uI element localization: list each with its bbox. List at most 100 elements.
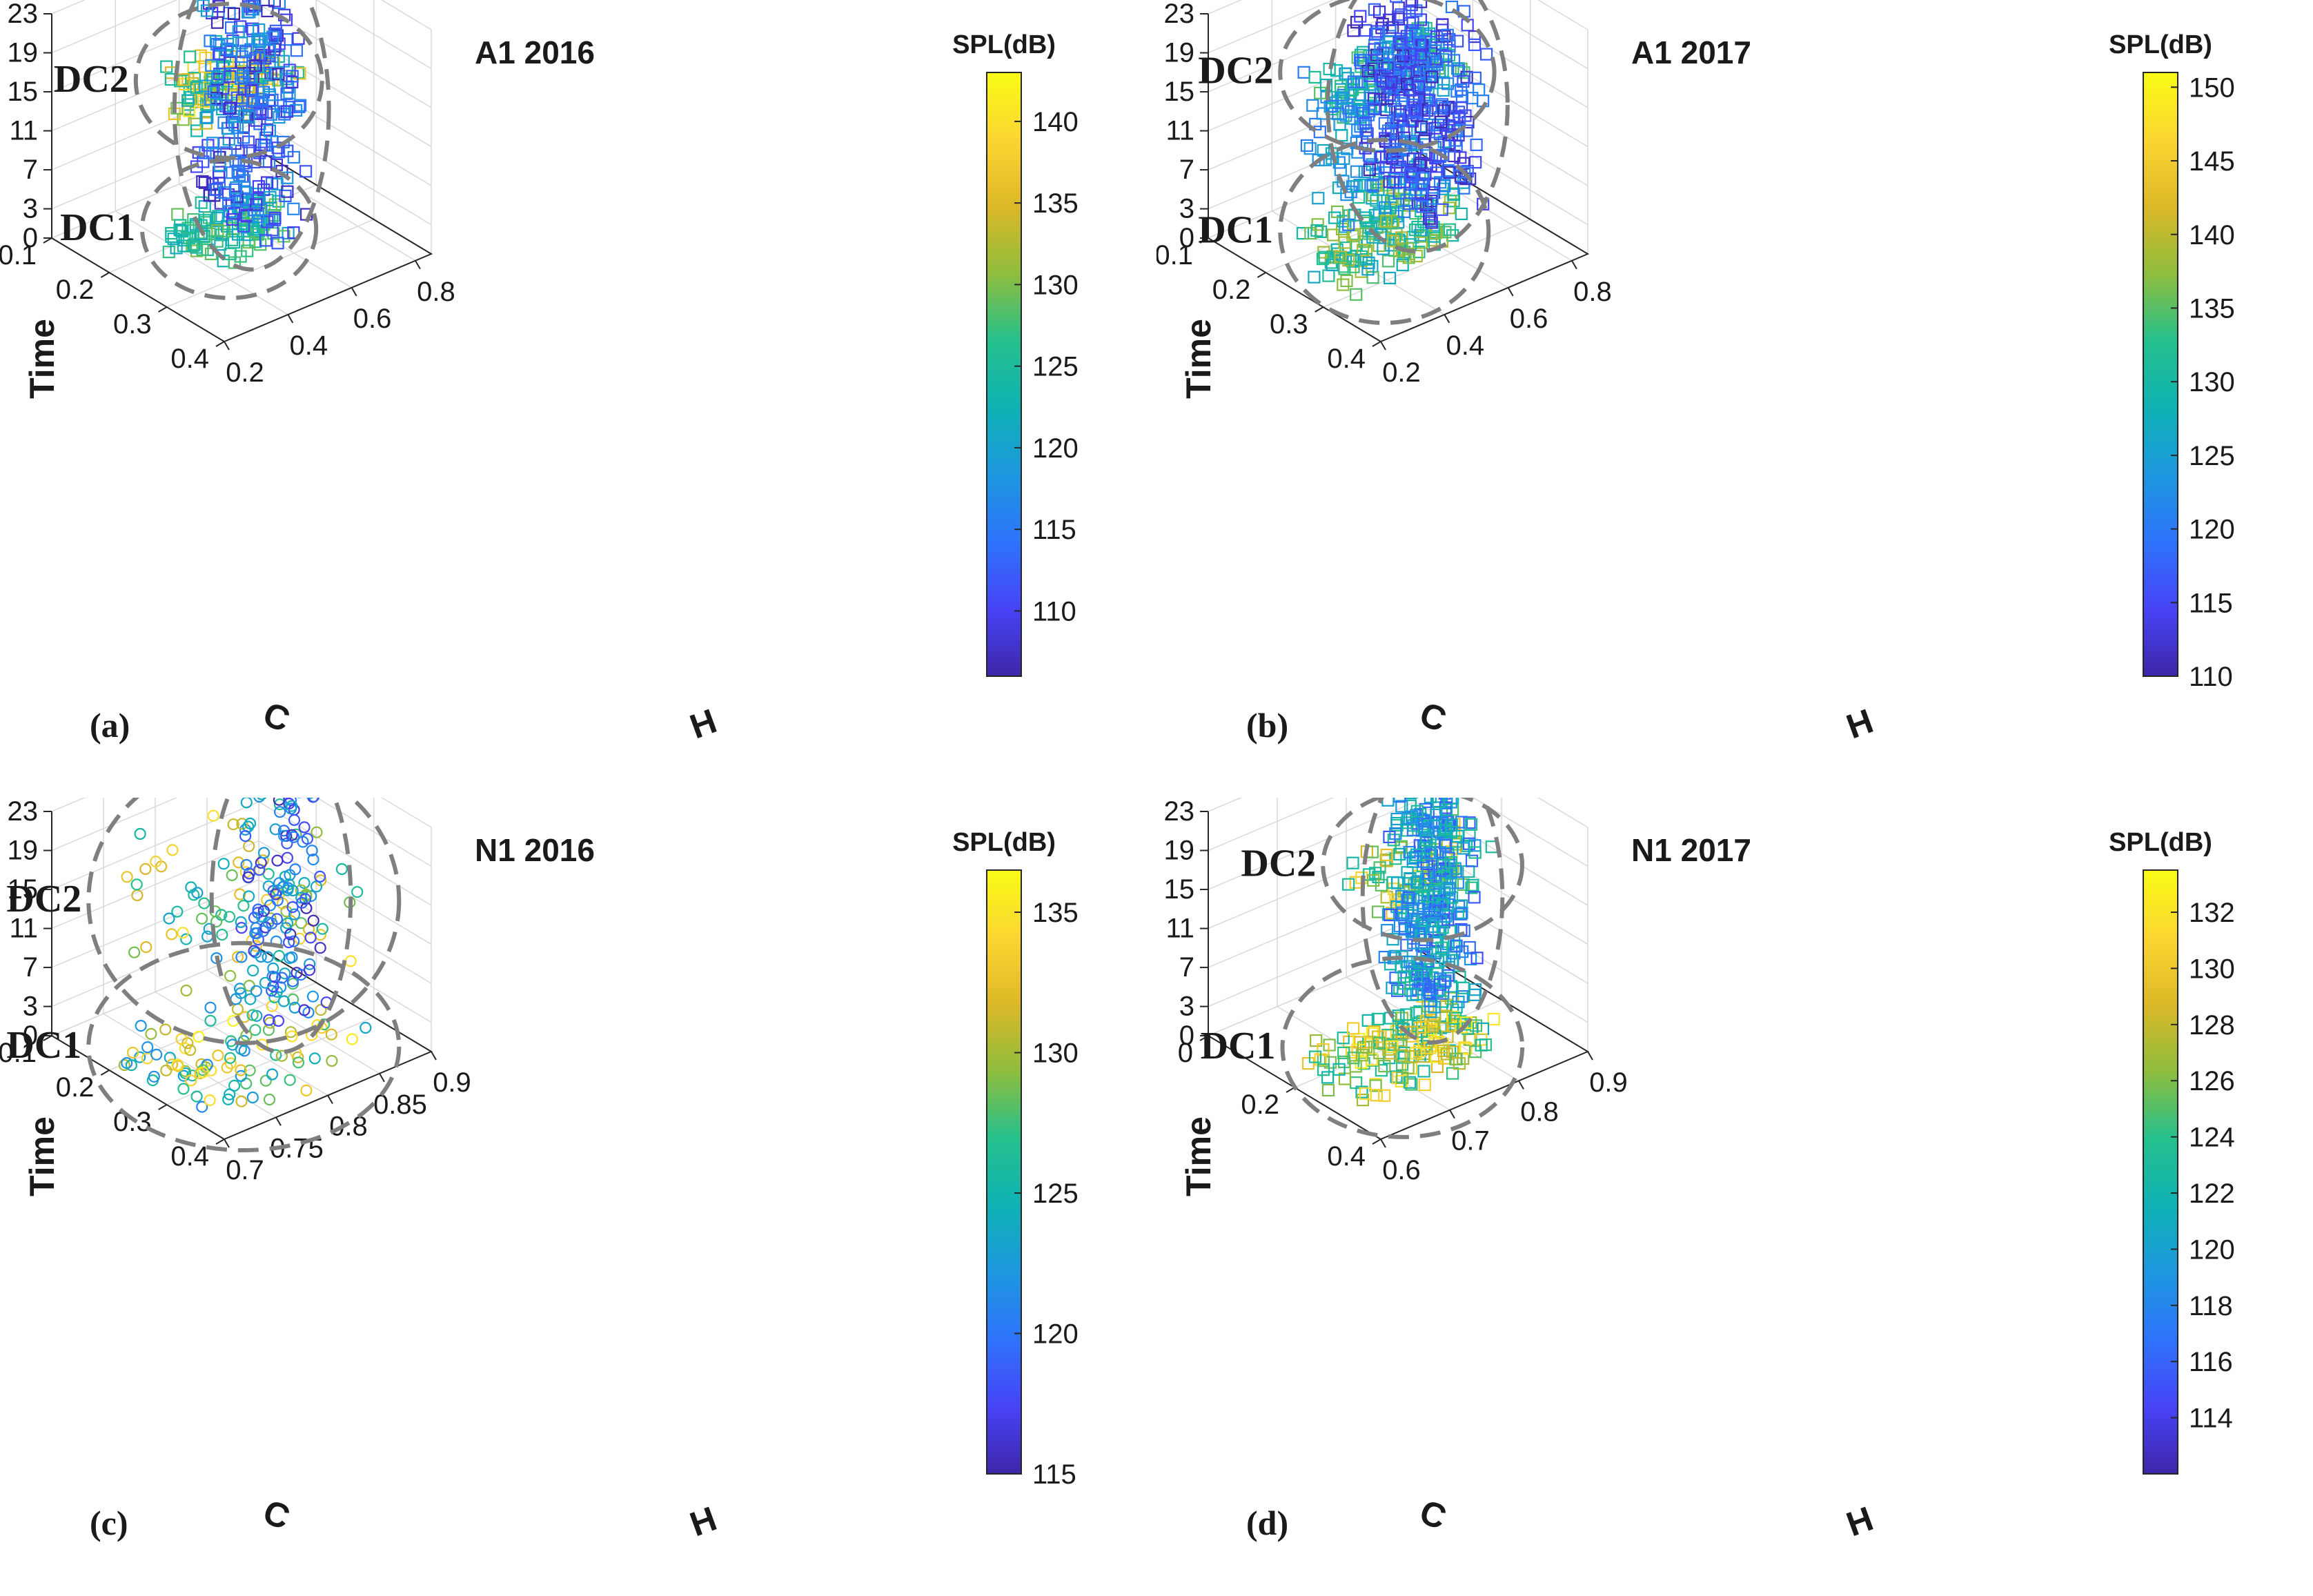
scatter-circle <box>308 798 320 802</box>
cluster-ellipse-dc1 <box>1278 137 1491 325</box>
z-tick-label: 19 <box>8 38 39 68</box>
scatter-square <box>1406 0 1419 6</box>
cluster-label-dc2: DC2 <box>6 878 81 920</box>
scatter-circle <box>171 905 184 918</box>
z-axis-label: Time <box>1179 1116 1218 1196</box>
scatter-square <box>1398 922 1412 935</box>
scatter-square <box>1397 1023 1410 1036</box>
panel-label: (a) <box>90 706 130 745</box>
z-tick-label: 23 <box>1164 798 1195 827</box>
panel-c: 0.7 0.75 0.8 0.85 0.9 0.1 0.2 0.3 0.4 0 3 7 11 15 19 23… <box>0 798 1156 1595</box>
scatter-square <box>1384 271 1397 284</box>
scatter-circle <box>179 1067 192 1079</box>
scatter-square <box>1437 104 1450 117</box>
scatter-square <box>1453 900 1466 913</box>
scatter-square <box>1323 1056 1337 1069</box>
y-axis-label: C <box>258 1492 295 1537</box>
scatter-circle <box>224 911 236 923</box>
scatter-square <box>207 85 220 98</box>
panel-a: 0.2 0.4 0.6 0.8 0.1 0.2 0.3 0.4 0 3 7 11 15 19 23 H C Tim… <box>0 0 1156 798</box>
chart-title: A1 2017 <box>1631 35 1751 70</box>
scatter-circle <box>269 823 282 836</box>
scatter-circle <box>273 798 286 811</box>
scatter-square <box>1469 156 1482 169</box>
z-tick-label: 15 <box>1164 874 1195 905</box>
scatter-square <box>260 123 273 136</box>
y-tick-label: 0.2 <box>56 275 95 305</box>
y-tick-label: 0.2 <box>1241 1090 1279 1120</box>
scatter-circle <box>263 1014 275 1026</box>
scatter-circle <box>292 1056 305 1069</box>
scatter-square <box>1308 270 1321 284</box>
scatter-circle <box>231 951 244 963</box>
scatter-square <box>1443 201 1456 215</box>
scatter-square <box>1342 218 1355 231</box>
scatter-square <box>213 166 226 179</box>
scatter-square <box>1420 831 1433 844</box>
scatter-square <box>1390 0 1403 3</box>
z-tick-label: 15 <box>8 77 39 107</box>
scatter-square <box>1437 182 1450 195</box>
cluster-ellipse-dc1 <box>1280 956 1525 1139</box>
scatter-square <box>266 224 279 237</box>
scatter-circle <box>164 1052 176 1064</box>
colorbar-label: SPL(dB) <box>952 828 1056 857</box>
scatter-square <box>1381 255 1395 268</box>
colorbar-gradient <box>2143 869 2178 1475</box>
scatter-circle <box>246 1091 259 1104</box>
scatter-square <box>1395 889 1408 903</box>
colorbar-tick-label: 114 <box>2189 1403 2233 1434</box>
cluster-label-dc1: DC1 <box>1201 1025 1276 1067</box>
scatter-square <box>1487 1012 1500 1026</box>
cluster-ellipse-dc2 <box>1321 798 1524 943</box>
colorbar-label: SPL(dB) <box>952 30 1056 59</box>
scatter-circle <box>351 886 364 898</box>
scatter-circle <box>252 934 264 946</box>
scatter-square <box>206 137 219 150</box>
panel-d: 0.6 0.7 0.8 0.9 0 0.2 0.4 0 3 7 11 15 19 23 H C Time N1 2… <box>1156 798 2313 1595</box>
scatter-square <box>1413 903 1426 916</box>
scatter-square <box>1418 815 1431 828</box>
scatter-square <box>1443 119 1456 132</box>
z-tick-label: 3 <box>1179 992 1194 1022</box>
scatter-square <box>1340 274 1353 288</box>
x-tick-label: 0.4 <box>290 331 328 361</box>
scatter-circle <box>255 950 267 963</box>
colorbar-tick-label: 125 <box>2189 441 2235 471</box>
scatter-circle <box>140 941 152 954</box>
z-tick-label: 3 <box>1179 194 1194 224</box>
scatter-square <box>1368 103 1381 116</box>
scatter-square <box>1351 124 1364 137</box>
scatter-square <box>1347 75 1361 88</box>
scatter-square <box>1465 854 1479 867</box>
x-tick-label: 0.2 <box>1382 357 1421 388</box>
scatter-circle <box>257 925 270 937</box>
scatter-square <box>1473 83 1486 97</box>
scatter-square <box>198 214 211 227</box>
scatter-square <box>264 190 277 204</box>
scatter-square <box>162 246 175 259</box>
x-tick-label: 0.6 <box>1510 304 1548 334</box>
scatter-square <box>1423 212 1436 225</box>
scatter-circle <box>163 912 175 925</box>
scatter-circle <box>135 1020 147 1032</box>
scatter-circle <box>224 1088 236 1101</box>
scatter-circle <box>159 1023 172 1036</box>
scatter-circle <box>118 1058 130 1072</box>
scatter-circle <box>284 1026 297 1038</box>
scatter-square <box>1413 35 1426 48</box>
cluster-ellipse-dc2 <box>1278 0 1497 153</box>
scatter-square <box>1390 146 1403 159</box>
scatter-square <box>287 150 300 164</box>
scatter-circle <box>360 1021 372 1034</box>
scatter-circle <box>228 1079 241 1092</box>
scatter-circle <box>243 840 255 852</box>
cluster-label-dc2: DC2 <box>1198 50 1273 92</box>
scatter-square <box>1384 908 1397 922</box>
scatter-square <box>1468 30 1481 43</box>
scatter-circle <box>130 878 143 891</box>
scatter-circle <box>298 876 311 889</box>
scatter-circle <box>270 1049 282 1061</box>
y-tick-label: 0.1 <box>0 240 37 270</box>
